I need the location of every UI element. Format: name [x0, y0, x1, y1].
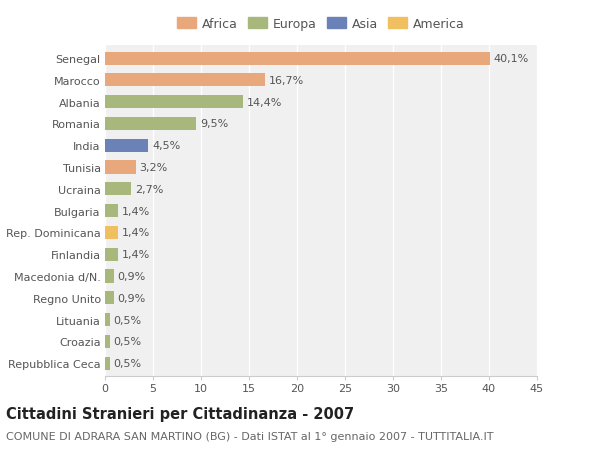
Bar — [105, 96, 243, 109]
Bar — [105, 248, 118, 261]
Bar — [105, 140, 148, 152]
Text: 0,5%: 0,5% — [113, 358, 142, 368]
Text: Cittadini Stranieri per Cittadinanza - 2007: Cittadini Stranieri per Cittadinanza - 2… — [6, 406, 354, 421]
Text: 16,7%: 16,7% — [269, 76, 304, 86]
Text: 40,1%: 40,1% — [494, 54, 529, 64]
Text: 1,4%: 1,4% — [122, 206, 151, 216]
Text: 14,4%: 14,4% — [247, 97, 283, 107]
Text: 1,4%: 1,4% — [122, 228, 151, 238]
Bar — [105, 52, 490, 66]
Bar — [105, 270, 113, 283]
Text: 4,5%: 4,5% — [152, 141, 180, 151]
Text: 9,5%: 9,5% — [200, 119, 228, 129]
Text: 3,2%: 3,2% — [140, 162, 168, 173]
Bar — [105, 205, 118, 218]
Bar — [105, 183, 131, 196]
Text: 0,5%: 0,5% — [113, 336, 142, 347]
Bar — [105, 357, 110, 370]
Text: 0,9%: 0,9% — [118, 271, 146, 281]
Bar — [105, 226, 118, 240]
Bar — [105, 291, 113, 305]
Legend: Africa, Europa, Asia, America: Africa, Europa, Asia, America — [173, 14, 469, 34]
Bar — [105, 313, 110, 326]
Text: 1,4%: 1,4% — [122, 250, 151, 260]
Bar — [105, 74, 265, 87]
Text: 2,7%: 2,7% — [135, 185, 163, 195]
Text: COMUNE DI ADRARA SAN MARTINO (BG) - Dati ISTAT al 1° gennaio 2007 - TUTTITALIA.I: COMUNE DI ADRARA SAN MARTINO (BG) - Dati… — [6, 431, 493, 442]
Text: 0,9%: 0,9% — [118, 293, 146, 303]
Text: 0,5%: 0,5% — [113, 315, 142, 325]
Bar — [105, 161, 136, 174]
Bar — [105, 118, 196, 131]
Bar — [105, 335, 110, 348]
